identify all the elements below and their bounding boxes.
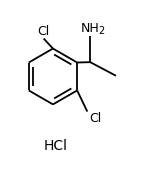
Text: Cl: Cl: [89, 112, 101, 125]
Text: NH: NH: [81, 22, 100, 35]
Text: Cl: Cl: [37, 25, 49, 38]
Text: HCl: HCl: [44, 139, 68, 153]
Text: 2: 2: [98, 26, 104, 36]
